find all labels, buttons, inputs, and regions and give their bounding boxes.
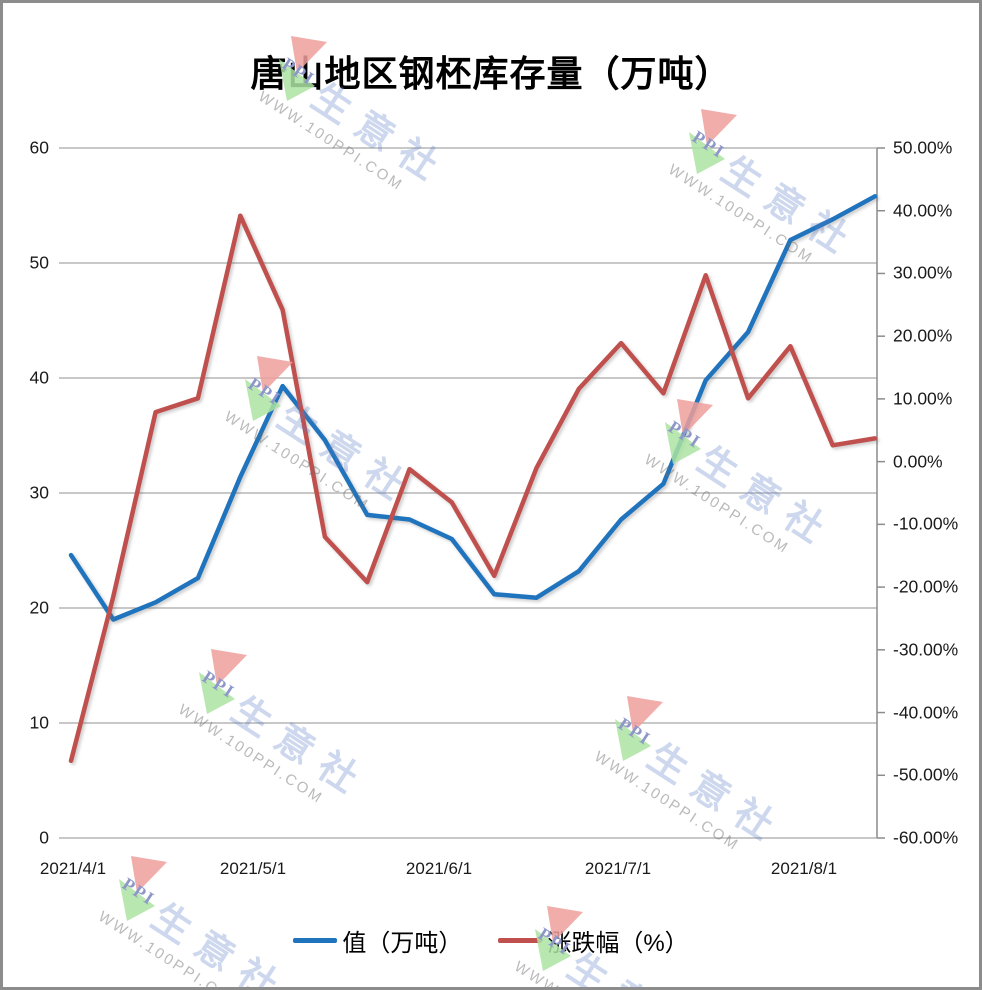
- legend-item-value: 值（万吨）: [293, 923, 462, 958]
- right-axis-label--50.00%: -50.00%: [893, 764, 959, 785]
- legend-item-change: 涨跌幅（%）: [498, 923, 689, 958]
- legend-line-swatch-blue: [293, 938, 338, 943]
- gridlines: [59, 147, 877, 839]
- x-axis-label-2021/4/1: 2021/4/1: [39, 859, 107, 878]
- left-axis-label-20: 20: [29, 597, 49, 618]
- left-axis-label-40: 40: [29, 367, 49, 388]
- legend: 值（万吨） 涨跌幅（%）: [3, 923, 979, 958]
- left-axis-label-10: 10: [29, 712, 49, 733]
- right-axis-label--10.00%: -10.00%: [893, 513, 959, 534]
- left-axis-label-60: 60: [29, 137, 49, 158]
- right-axis-label-20.00%: 20.00%: [893, 325, 953, 346]
- right-axis-label-40.00%: 40.00%: [893, 200, 953, 221]
- right-axis-label-10.00%: 10.00%: [893, 388, 953, 409]
- x-axis-label-2021/8/1: 2021/8/1: [770, 859, 838, 878]
- left-axis-label-50: 50: [29, 252, 49, 273]
- series-line-inventory-value: [68, 194, 878, 622]
- right-axis-label--30.00%: -30.00%: [893, 639, 959, 660]
- right-axis-label-30.00%: 30.00%: [893, 262, 953, 283]
- left-axis-label-30: 30: [29, 482, 49, 503]
- chart-title: 唐山地区钢柸库存量（万吨）: [250, 53, 732, 94]
- x-axis-label-2021/5/1: 2021/5/1: [219, 859, 287, 878]
- right-axis-label--40.00%: -40.00%: [893, 702, 959, 723]
- right-axis-label--60.00%: -60.00%: [893, 827, 959, 848]
- right-axis-ticks: [877, 147, 885, 839]
- x-axis-label-2021/6/1: 2021/6/1: [405, 859, 473, 878]
- chart-plot-area: [59, 147, 885, 839]
- series-line-change-percent: [68, 213, 878, 764]
- right-axis-label-50.00%: 50.00%: [893, 137, 953, 158]
- legend-label-change: 涨跌幅（%）: [547, 930, 689, 957]
- x-axis-label-2021/7/1: 2021/7/1: [584, 859, 652, 878]
- legend-line-swatch-red: [498, 938, 543, 943]
- left-axis-label-0: 0: [39, 827, 49, 848]
- right-axis-label-0.00%: 0.00%: [893, 451, 943, 472]
- right-axis-label--20.00%: -20.00%: [893, 576, 959, 597]
- legend-label-value: 值（万吨）: [342, 930, 463, 957]
